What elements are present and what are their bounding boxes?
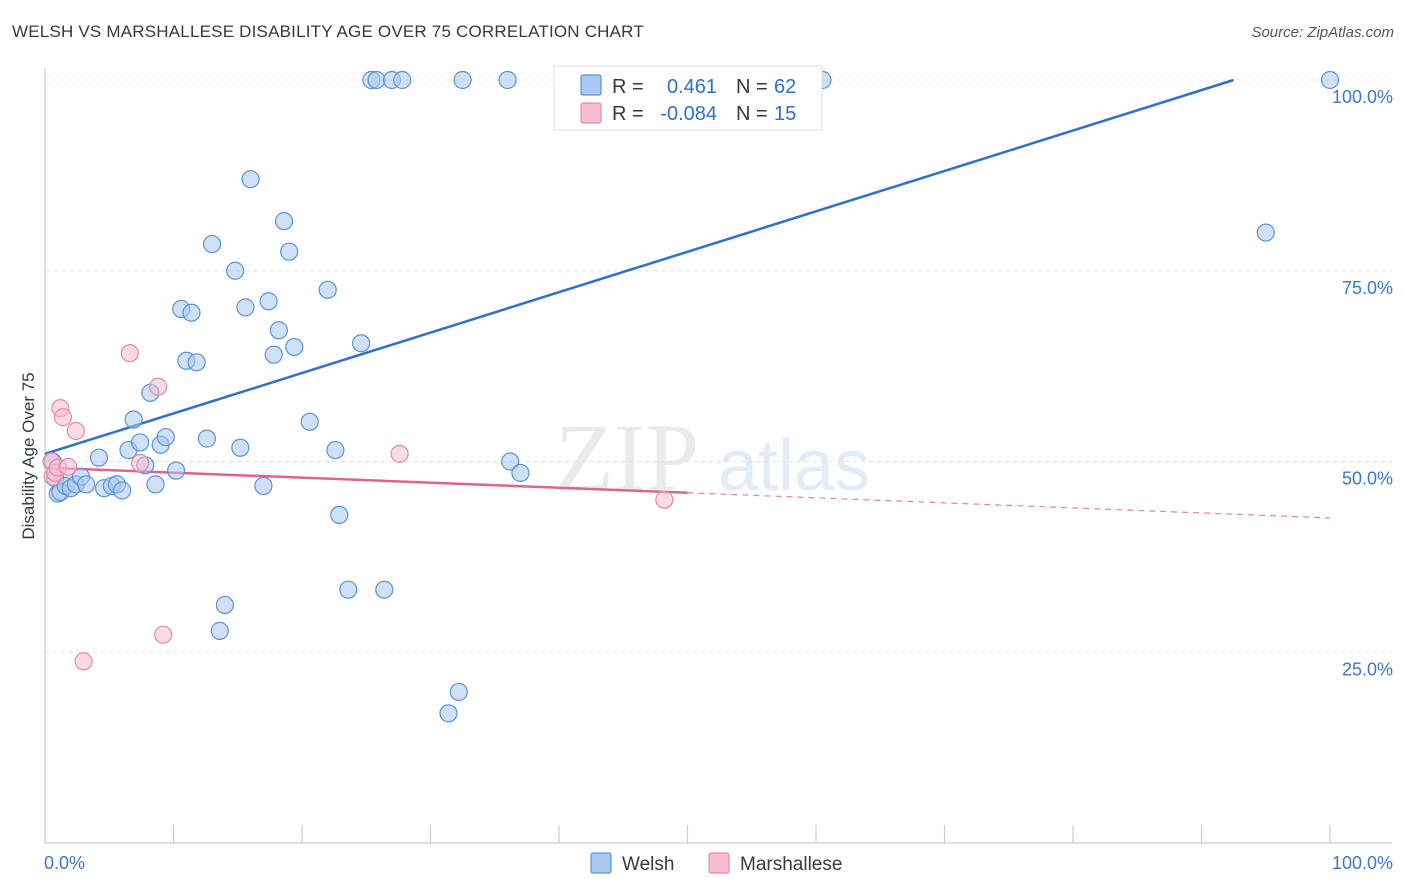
welsh-point (254, 476, 273, 496)
welsh-point (112, 481, 132, 500)
welsh-point (318, 280, 337, 299)
welsh-point (226, 261, 245, 280)
welsh-point (274, 212, 294, 231)
welsh-point (269, 321, 288, 340)
welsh-point (89, 448, 109, 467)
y-tick-label-75: 75.0% (1342, 278, 1393, 298)
marshallese-bottom-swatch (708, 852, 730, 874)
welsh-point (124, 410, 143, 429)
welsh-point (352, 334, 371, 353)
marshallese-bottom-label: Marshallese (740, 854, 842, 875)
welsh-point (166, 461, 186, 480)
chart-title: WELSH VS MARSHALLESE DISABILITY AGE OVER… (12, 22, 644, 41)
welsh-n-label: N = (736, 76, 768, 98)
welsh-point (511, 463, 530, 483)
marshallese-trend-line (44, 466, 688, 495)
welsh-r-label: R = (612, 76, 644, 98)
welsh-point (393, 70, 412, 90)
welsh-point (146, 475, 165, 494)
welsh-r-value: 0.461 (667, 76, 717, 98)
marshallese-point (74, 652, 93, 671)
welsh-legend-swatch (580, 74, 602, 96)
welsh-point (300, 412, 319, 431)
x-axis-ticks (172, 825, 1331, 843)
welsh-point (187, 353, 206, 372)
x-tick-label-min: 0.0% (44, 853, 85, 873)
welsh-point (498, 70, 517, 90)
welsh-point (231, 438, 250, 457)
welsh-bottom-swatch (590, 852, 612, 874)
welsh-point (1320, 70, 1340, 90)
welsh-point (285, 337, 304, 357)
marshallese-point (148, 377, 168, 396)
welsh-point (339, 580, 358, 599)
marshallese-r-label: R = (612, 103, 644, 125)
marshallese-point (154, 625, 173, 644)
marshallese-point (130, 453, 150, 473)
marshallese-n-label: N = (736, 103, 768, 125)
watermark: ZIP atlas (555, 404, 870, 511)
welsh-point (210, 621, 229, 640)
welsh-point (453, 70, 472, 90)
welsh-point (449, 682, 468, 702)
welsh-point (156, 427, 175, 447)
marshallese-point (66, 421, 85, 441)
marshallese-legend-swatch (580, 102, 602, 124)
trend-lines (44, 78, 1331, 519)
source-label: Source: ZipAtlas.com (1251, 24, 1394, 41)
stats-legend: R = 0.461 N = 62 R = -0.084 N = 15 (553, 65, 823, 131)
x-tick-label-max: 100.0% (1332, 853, 1393, 873)
welsh-point (367, 70, 386, 90)
welsh-point (264, 345, 283, 364)
welsh-point (375, 580, 394, 599)
welsh-point (501, 452, 520, 471)
marshallese-r-value: -0.084 (660, 103, 717, 125)
welsh-bottom-label: Welsh (622, 854, 674, 875)
y-axis-label: Disability Age Over 75 (19, 372, 38, 539)
marshallese-point (655, 490, 674, 509)
welsh-trend-line (44, 78, 1235, 456)
marshallese-point (390, 444, 409, 463)
data-points (42, 70, 1340, 723)
welsh-point (439, 704, 458, 723)
marshallese-n-value: 15 (774, 103, 796, 125)
watermark-zip: ZIP (555, 404, 699, 511)
y-tick-label-100: 100.0% (1332, 87, 1393, 107)
y-tick-labels: 25.0% 50.0% 75.0% 100.0% (1332, 87, 1393, 679)
welsh-point (77, 475, 96, 494)
gridlines (45, 79, 1392, 653)
welsh-point (197, 429, 217, 448)
welsh-point (241, 170, 260, 189)
marshallese-point (120, 344, 139, 363)
welsh-point (202, 234, 222, 254)
marshallese-point (59, 457, 78, 476)
welsh-point (330, 505, 349, 525)
welsh-n-value: 62 (774, 76, 796, 98)
welsh-point (1256, 223, 1275, 242)
welsh-point (259, 292, 278, 311)
marshallese-point (53, 408, 73, 427)
welsh-point (182, 303, 201, 322)
y-tick-label-25: 25.0% (1342, 659, 1393, 679)
welsh-point (326, 440, 345, 460)
welsh-point (215, 595, 234, 615)
welsh-point (280, 242, 299, 261)
y-tick-label-50: 50.0% (1342, 469, 1393, 489)
bottom-legend: Welsh Marshallese (590, 852, 842, 875)
marshallese-trend-extension (687, 492, 1331, 519)
welsh-point (130, 433, 150, 452)
welsh-point (236, 298, 255, 317)
watermark-atlas: atlas (718, 426, 870, 506)
